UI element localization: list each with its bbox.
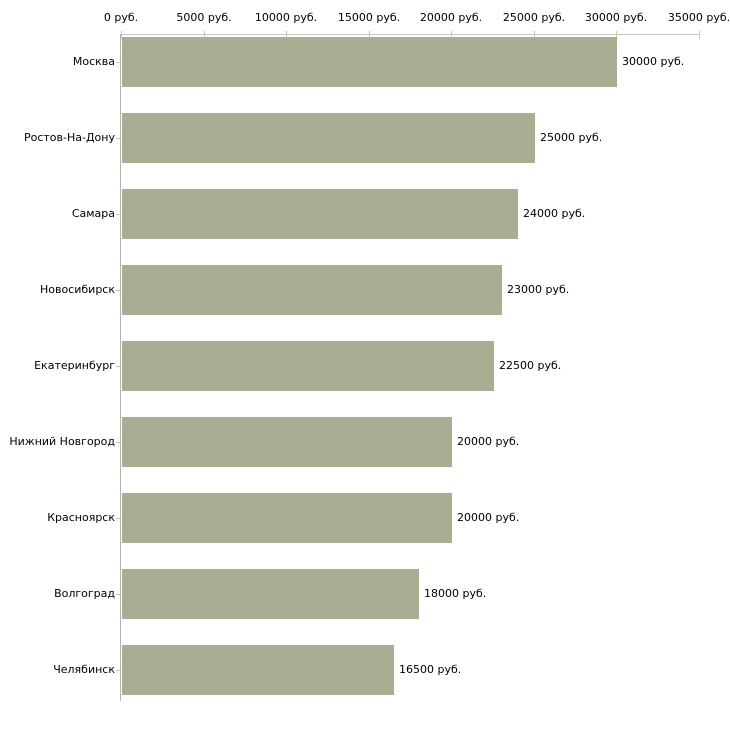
x-axis-tick-label: 10000 руб. [254, 11, 318, 24]
bar-value-label: 24000 руб. [523, 207, 586, 220]
category-label: Ростов-На-Дону [23, 131, 115, 144]
x-axis-tick [121, 31, 122, 39]
bar-value-label: 25000 руб. [540, 131, 603, 144]
y-axis-tick [116, 366, 120, 367]
y-axis-tick [116, 62, 120, 63]
category-label: Челябинск [53, 663, 115, 676]
bar [122, 645, 394, 695]
category-label: Нижний Новгород [9, 435, 115, 448]
category-label: Екатеринбург [34, 359, 115, 372]
x-axis-tick [286, 31, 287, 39]
category-label: Волгоград [54, 587, 115, 600]
bar-value-label: 20000 руб. [457, 435, 520, 448]
x-axis-tick-label: 30000 руб. [584, 11, 648, 24]
y-axis-tick [116, 214, 120, 215]
x-axis-tick [204, 31, 205, 39]
category-label: Красноярск [47, 511, 115, 524]
bar [122, 113, 535, 163]
y-axis-tick [116, 594, 120, 595]
bar [122, 189, 518, 239]
x-axis-tick [616, 31, 617, 39]
bar-value-label: 22500 руб. [499, 359, 562, 372]
y-axis-tick [116, 290, 120, 291]
bar-value-label: 23000 руб. [507, 283, 570, 296]
y-axis-tick [116, 442, 120, 443]
x-axis-tick [534, 31, 535, 39]
y-axis-tick [116, 138, 120, 139]
bar [122, 493, 452, 543]
category-label: Москва [72, 55, 115, 68]
bar [122, 341, 494, 391]
category-label: Новосибирск [39, 283, 115, 296]
bar [122, 417, 452, 467]
x-axis-tick-label: 35000 руб. [667, 11, 730, 24]
x-axis-tick-label: 20000 руб. [419, 11, 483, 24]
bar-value-label: 30000 руб. [622, 55, 685, 68]
plot-area: 0 руб. 5000 руб. 10000 руб. 15000 руб. 20000… [9, 11, 730, 701]
x-axis-tick [699, 31, 700, 39]
bar [122, 569, 419, 619]
x-axis-tick [369, 31, 370, 39]
category-label: Самара [71, 207, 115, 220]
bar [122, 37, 617, 87]
y-axis-tick [116, 670, 120, 671]
x-axis-tick [451, 31, 452, 39]
x-axis-tick-label: 5000 руб. [176, 11, 232, 24]
x-axis-tick-label: 25000 руб. [502, 11, 566, 24]
bar [122, 265, 502, 315]
y-axis-tick [116, 518, 120, 519]
bar-value-label: 20000 руб. [457, 511, 520, 524]
x-axis-tick-label: 15000 руб. [337, 11, 401, 24]
bar-value-label: 16500 руб. [399, 663, 462, 676]
x-axis-tick-label: 0 руб. [103, 11, 139, 24]
bar-value-label: 18000 руб. [424, 587, 487, 600]
